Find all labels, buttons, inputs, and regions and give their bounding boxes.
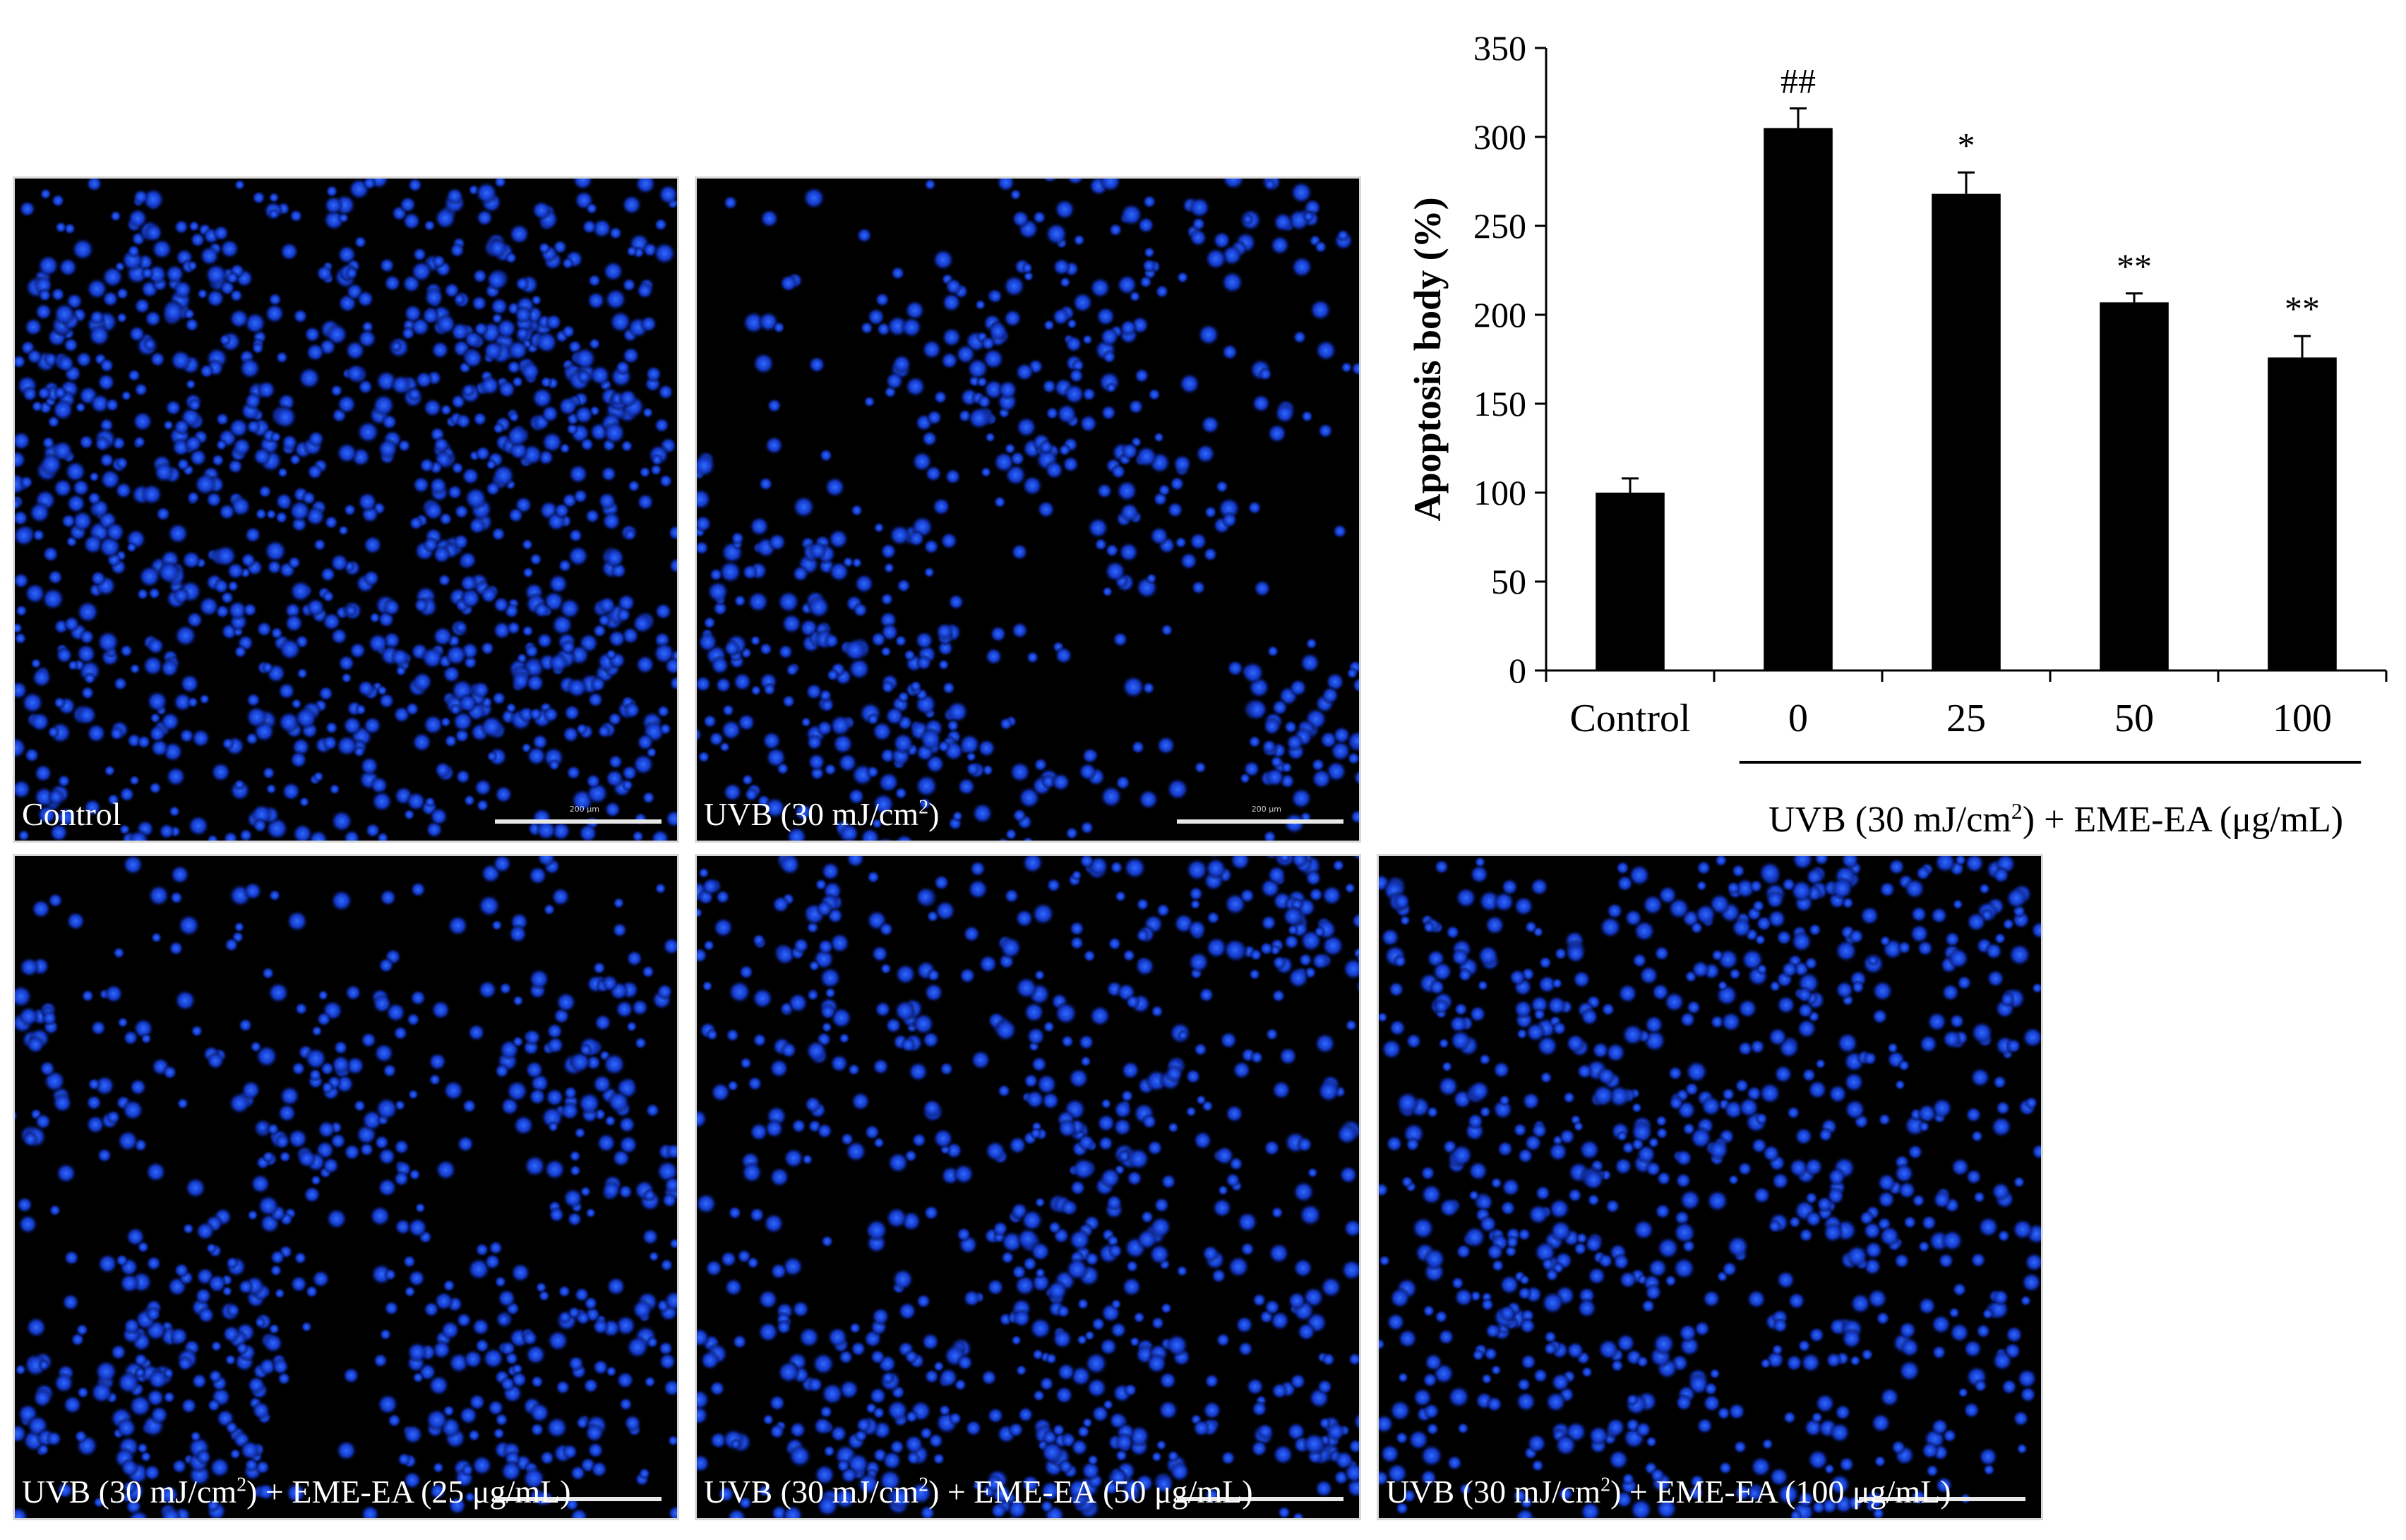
y-tick-label: 350 (1473, 28, 1526, 68)
bar-25 (1932, 193, 2001, 670)
x-category-label: 0 (1788, 697, 1808, 740)
bar-100 (2268, 357, 2337, 670)
micrograph-image (15, 179, 677, 841)
y-tick-label: 300 (1473, 117, 1526, 157)
micrograph-image (697, 856, 1359, 1518)
micrograph-eme-100: UVB (30 mJ/cm2) + EME-EA (100 μg/mL) (1377, 854, 2043, 1520)
scale-bar (495, 819, 662, 824)
panel-caption: UVB (30 mJ/cm2) + EME-EA (25 μg/mL) (22, 1474, 571, 1510)
bar-0 (1764, 128, 1833, 670)
panel-caption: Control (22, 796, 121, 832)
micrograph-control: 200 μm Control (13, 176, 679, 843)
scale-bar (1859, 1497, 2025, 1501)
scale-bar (1177, 819, 1343, 824)
scale-bar-label: 200 μm (1251, 805, 1281, 814)
micrograph-image (1379, 856, 2041, 1518)
chart-labels: Control ## 0 * 25 ** 50 ** 100 Apoptosis body (%)… (1406, 61, 2362, 840)
micrograph-uvb: 200 μm UVB (30 mJ/cm2) (695, 176, 1361, 843)
y-tick-label: 250 (1473, 206, 1526, 246)
significance-label: * (1958, 125, 1975, 164)
scale-bar-label: 200 μm (569, 805, 599, 814)
bar-Control (1596, 493, 1665, 670)
y-tick-label: 50 (1491, 562, 1526, 601)
panel-caption: UVB (30 mJ/cm2) + EME-EA (50 μg/mL) (704, 1474, 1253, 1510)
chart-axes: 0 50 100 150 200 250 300 350 (1473, 28, 2388, 690)
significance-label: ** (2285, 289, 2320, 328)
micrograph-image (15, 856, 677, 1518)
bar-50 (2100, 302, 2169, 670)
scale-bar (1177, 1497, 1343, 1501)
significance-label: ** (2117, 246, 2152, 286)
micrograph-image (697, 179, 1359, 841)
y-tick-label: 0 (1509, 651, 1526, 690)
y-tick-label: 150 (1473, 384, 1526, 423)
y-tick-label: 200 (1473, 295, 1526, 335)
y-axis-label: Apoptosis body (%) (1406, 197, 1449, 521)
apoptosis-bar-chart: 0 50 100 150 200 250 300 350 Control ## 0 * 25 ** 50 *… (1406, 28, 2388, 840)
x-category-label: 25 (1946, 697, 1986, 740)
panel-caption: UVB (30 mJ/cm2) (704, 796, 940, 832)
y-tick-label: 100 (1473, 473, 1526, 512)
x-category-label: 50 (2114, 697, 2154, 740)
significance-label: ## (1780, 61, 1816, 101)
micrograph-eme-25: UVB (30 mJ/cm2) + EME-EA (25 μg/mL) (13, 854, 679, 1520)
panel-caption: UVB (30 mJ/cm2) + EME-EA (100 μg/mL) (1386, 1474, 1951, 1510)
micrograph-eme-50: UVB (30 mJ/cm2) + EME-EA (50 μg/mL) (695, 854, 1361, 1520)
x-category-label: Control (1569, 697, 1690, 740)
chart-bars (1596, 107, 2337, 670)
x-category-label: 100 (2273, 697, 2332, 740)
scale-bar (495, 1497, 662, 1501)
group-label: UVB (30 mJ/cm2) + EME-EA (μg/mL) (1768, 798, 2343, 840)
